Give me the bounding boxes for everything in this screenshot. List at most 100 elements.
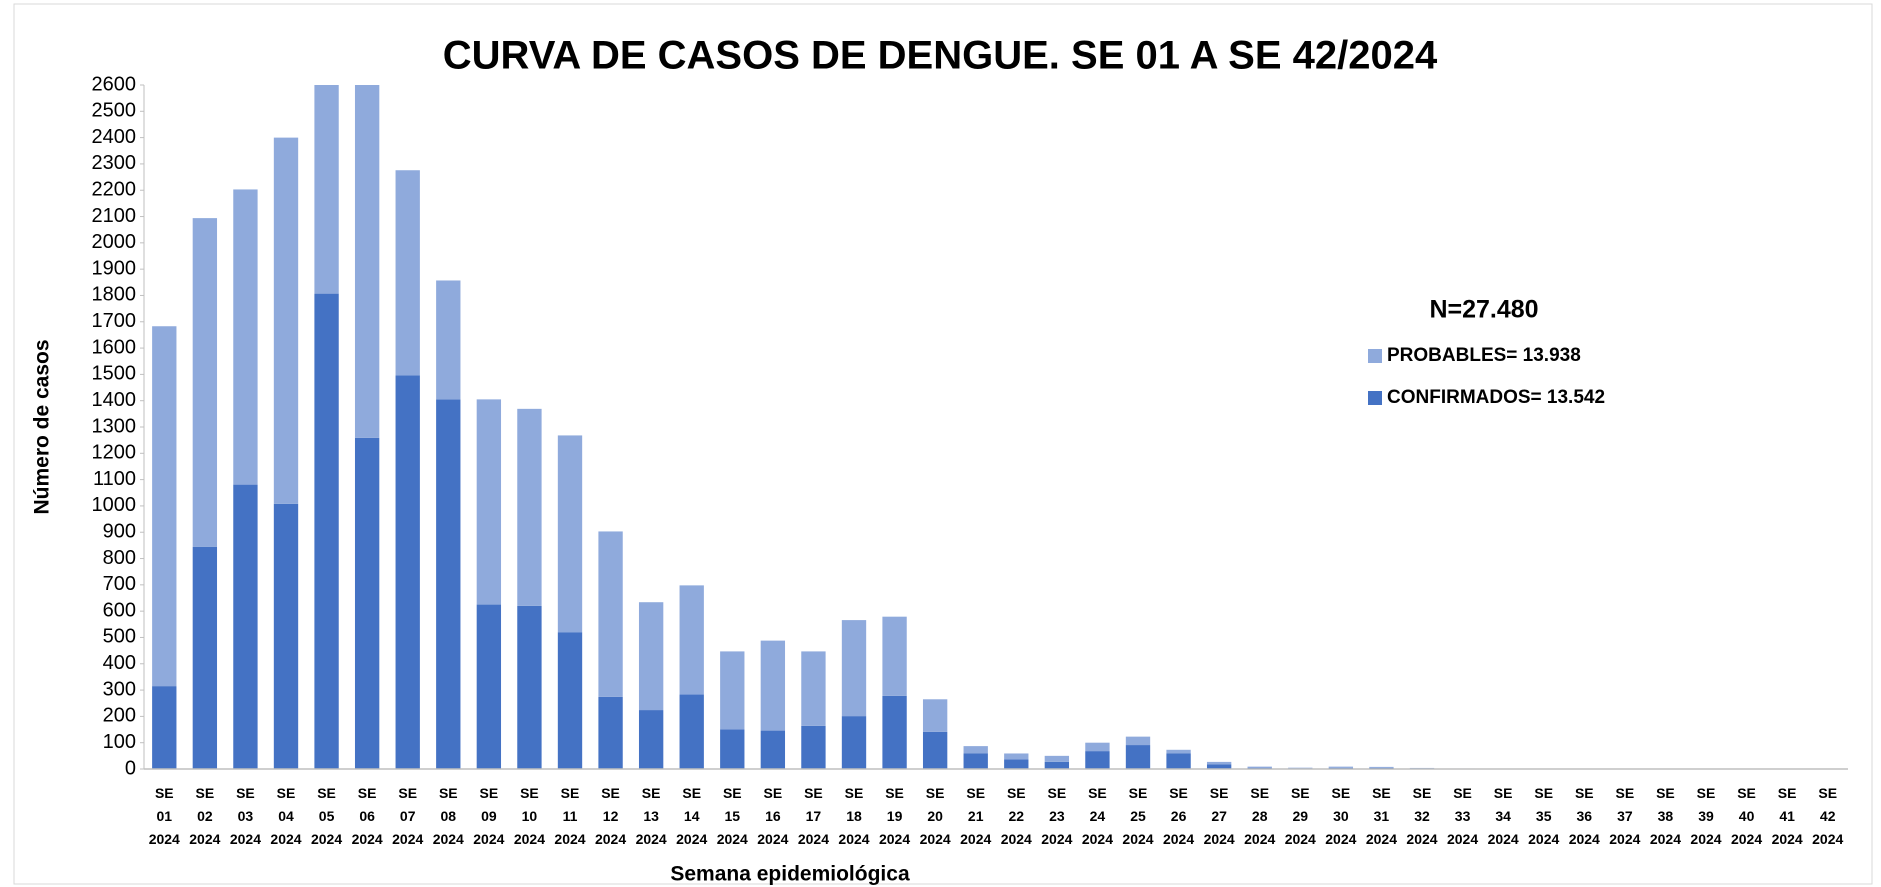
y-tick-label: 0 <box>125 757 136 779</box>
x-tick-label: SE 18 2024 <box>838 785 869 847</box>
y-tick-label: 600 <box>103 599 136 621</box>
y-tick-label: 1900 <box>92 257 137 279</box>
y-tick-label: 1200 <box>92 442 137 464</box>
y-tick-label: 100 <box>103 731 136 753</box>
y-tick-label: 2400 <box>92 126 137 148</box>
x-axis-title: Semana epidemiológica <box>670 863 910 886</box>
x-tick-label: SE 34 2024 <box>1488 785 1519 847</box>
bar-segment <box>1044 755 1070 762</box>
bar-segment <box>963 753 988 769</box>
legend-label: PROBABLES= 13.938 <box>1387 345 1581 366</box>
y-tick-label: 1800 <box>92 284 137 306</box>
y-tick-label: 800 <box>103 547 136 569</box>
x-tick-label: SE 10 2024 <box>514 785 545 847</box>
bar-segment <box>922 699 948 732</box>
x-tick-label: SE 04 2024 <box>270 785 301 847</box>
bar-segment <box>963 746 988 754</box>
legend-label: CONFIRMADOS= 13.542 <box>1387 387 1605 408</box>
bar-segment <box>314 85 339 294</box>
bar-segment <box>720 729 745 769</box>
bar-segment <box>679 585 704 695</box>
bar-segment <box>395 375 420 769</box>
bar-segment <box>638 602 664 711</box>
x-tick-label: SE 01 2024 <box>149 785 180 847</box>
y-tick-label: 2600 <box>92 73 137 95</box>
bar-segment <box>922 731 948 769</box>
bar-segment <box>1004 753 1029 760</box>
bar-segment <box>557 632 583 769</box>
legend-swatch <box>1368 349 1382 363</box>
bar-segment <box>760 730 786 769</box>
bar-segment <box>476 399 502 605</box>
x-tick-label: SE 17 2024 <box>798 785 829 847</box>
x-tick-label: SE 33 2024 <box>1447 785 1478 847</box>
x-tick-label: SE 40 2024 <box>1731 785 1762 847</box>
y-tick-label: 900 <box>103 521 136 543</box>
bar-segment <box>557 435 583 633</box>
y-tick-label: 1700 <box>92 310 137 332</box>
x-tick-label: SE 36 2024 <box>1569 785 1600 847</box>
bar-segment <box>720 651 745 730</box>
bar-segment <box>882 616 907 696</box>
bar-segment <box>801 725 826 769</box>
y-tick-label: 2000 <box>92 231 137 253</box>
bar-segment <box>1206 764 1232 769</box>
y-tick-label: 1000 <box>92 494 137 516</box>
legend-swatch <box>1368 391 1382 405</box>
y-tick-label: 1600 <box>92 336 137 358</box>
bar-segment <box>1409 767 1435 769</box>
bar-segment <box>192 218 218 547</box>
bar-segment <box>436 399 461 769</box>
x-tick-label: SE 15 2024 <box>717 785 748 847</box>
bar-segment <box>598 696 623 769</box>
bar-segment <box>395 170 420 376</box>
y-tick-label: 2500 <box>92 100 137 122</box>
x-tick-label: SE 02 2024 <box>189 785 220 847</box>
bar-segment <box>1125 745 1151 769</box>
bar-segment <box>152 686 177 769</box>
x-tick-label: SE 20 2024 <box>920 785 951 847</box>
bar-segment <box>273 503 299 769</box>
bar-segment <box>1328 766 1354 768</box>
x-tick-label: SE 14 2024 <box>676 785 707 847</box>
x-tick-label: SE 19 2024 <box>879 785 910 847</box>
x-tick-label: SE 42 2024 <box>1812 785 1843 847</box>
x-tick-label: SE 25 2024 <box>1122 785 1153 847</box>
bar-segment <box>841 716 867 769</box>
x-tick-label: SE 13 2024 <box>636 785 667 847</box>
x-tick-label: SE 21 2024 <box>960 785 991 847</box>
x-tick-label: SE 23 2024 <box>1041 785 1072 847</box>
bar-segment <box>1125 736 1151 746</box>
bar-segment <box>1288 767 1313 769</box>
y-tick-label: 2300 <box>92 152 137 174</box>
bar-segment <box>1247 766 1272 768</box>
bar-segment <box>233 189 258 485</box>
bar-segment <box>841 620 867 717</box>
bar-segment <box>354 437 380 769</box>
bar-segment <box>760 640 786 731</box>
y-tick-label: 500 <box>103 626 136 648</box>
x-tick-label: SE 16 2024 <box>757 785 788 847</box>
x-tick-label: SE 05 2024 <box>311 785 342 847</box>
x-tick-label: SE 35 2024 <box>1528 785 1559 847</box>
x-tick-label: SE 22 2024 <box>1001 785 1032 847</box>
bar-segment <box>1206 761 1232 765</box>
y-tick-label: 300 <box>103 678 136 700</box>
y-tick-label: 400 <box>103 652 136 674</box>
bar-segment <box>882 695 907 769</box>
x-tick-label: SE 41 2024 <box>1772 785 1803 847</box>
bar-segment <box>801 651 826 726</box>
bar-segment <box>638 710 664 769</box>
x-tick-label: SE 31 2024 <box>1366 785 1397 847</box>
bar-segment <box>273 137 299 504</box>
bar-segment <box>1369 766 1394 768</box>
y-tick-label: 1100 <box>93 468 136 490</box>
y-tick-label: 700 <box>103 573 136 595</box>
chart-title: CURVA DE CASOS DE DENGUE. SE 01 A SE 42/… <box>443 34 1438 78</box>
x-tick-label: SE 11 2024 <box>554 785 585 847</box>
annotation: N=27.480 <box>1429 296 1538 324</box>
x-tick-label: SE 24 2024 <box>1082 785 1113 847</box>
y-tick-label: 1500 <box>92 363 137 385</box>
x-tick-label: SE 28 2024 <box>1244 785 1275 847</box>
